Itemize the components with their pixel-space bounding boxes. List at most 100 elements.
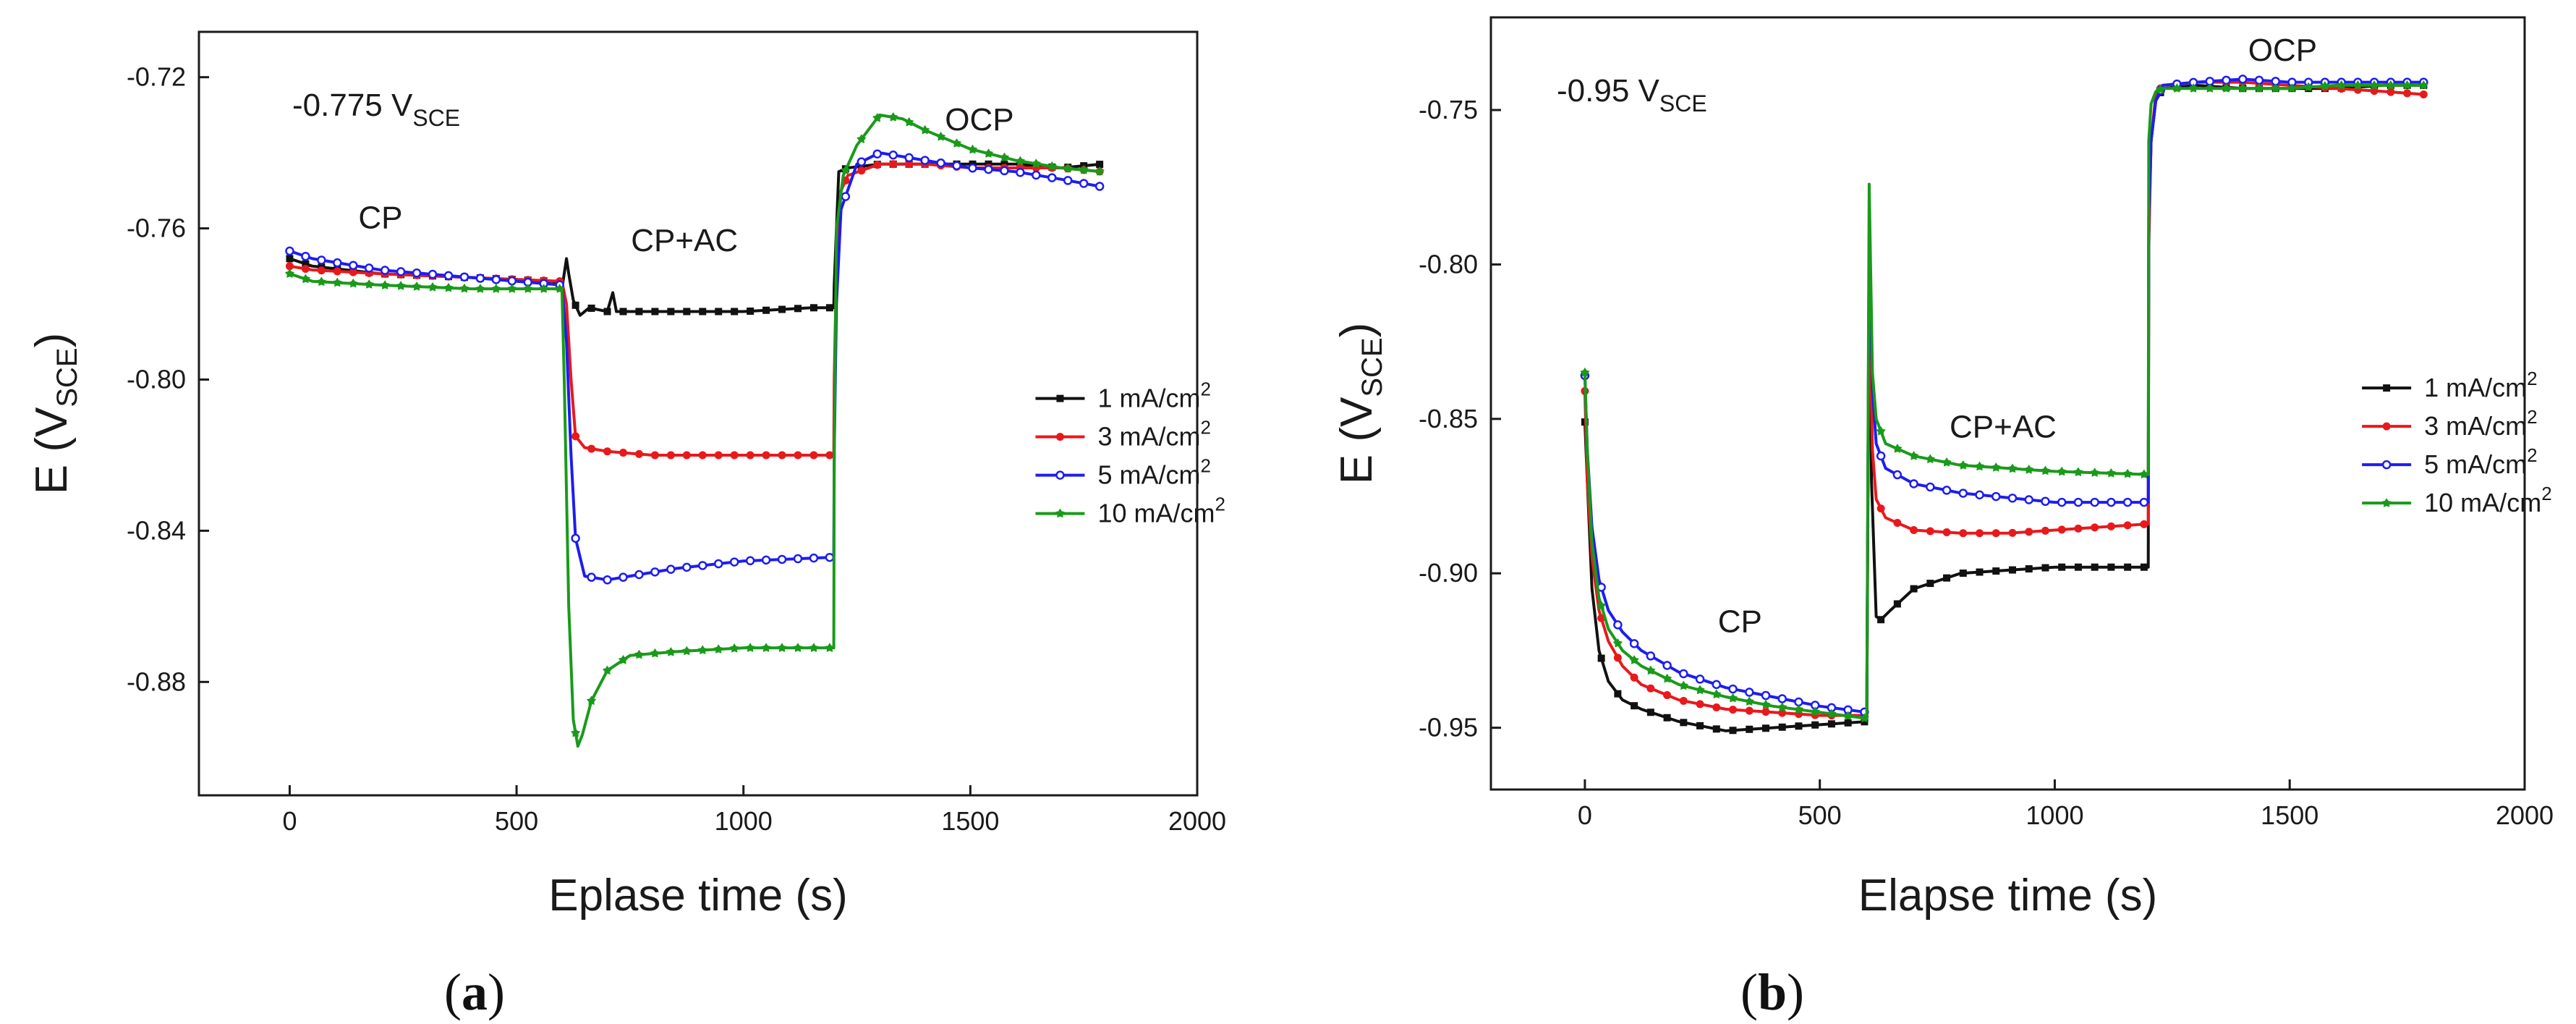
data-point [666, 451, 675, 460]
data-point [713, 559, 723, 569]
data-point [2024, 495, 2033, 504]
data-point [443, 271, 454, 281]
data-point [1909, 479, 1918, 488]
data-point [443, 282, 454, 292]
data-point [1777, 694, 1787, 703]
data-point [809, 451, 818, 460]
data-point [2238, 75, 2248, 84]
data-point [301, 251, 310, 261]
data-point [1079, 164, 1089, 174]
data-point [2091, 563, 2099, 571]
data-point [2057, 525, 2066, 534]
data-point [793, 554, 803, 564]
data-point [809, 304, 817, 312]
data-point [681, 646, 692, 656]
condition-label-sub: SCE [412, 105, 460, 131]
data-point [1761, 699, 1771, 709]
data-point [682, 562, 692, 572]
data-point [349, 268, 357, 276]
y-axis-title-base: E (V [1332, 397, 1382, 484]
data-point [1761, 690, 1771, 701]
series-s3 [1581, 78, 2428, 720]
data-point [809, 553, 819, 563]
data-point [935, 131, 946, 141]
data-point [2124, 563, 2132, 571]
data-point [523, 284, 533, 293]
data-point [507, 276, 517, 286]
data-point [2139, 469, 2149, 479]
data-point [507, 284, 517, 293]
y-tick-label: -0.76 [127, 213, 186, 243]
legend-entry-label: 1 mA/cm [1097, 384, 1200, 413]
data-point [380, 266, 390, 275]
x-tick-label: 1000 [2025, 800, 2083, 830]
data-point [2008, 566, 2016, 574]
data-point [1777, 702, 1788, 712]
y-axis-title-sub: SCE [1356, 337, 1388, 397]
data-point [1926, 527, 1934, 536]
data-point [889, 160, 898, 169]
data-point [1859, 713, 1869, 723]
condition-label: -0.775 VSCE [292, 88, 460, 131]
data-point [396, 281, 406, 290]
data-point [2057, 466, 2067, 476]
data-point [2122, 497, 2133, 507]
data-point [729, 557, 739, 567]
data-point [1892, 470, 1903, 480]
data-point [1000, 166, 1009, 176]
data-point [2303, 82, 2313, 92]
data-point [2058, 563, 2066, 571]
data-point [1876, 426, 1886, 436]
data-point [2107, 497, 2116, 507]
legend-entry-exponent: 2 [2527, 368, 2537, 389]
series-line [1583, 83, 2426, 720]
data-point [2057, 497, 2067, 507]
series-line [289, 151, 1102, 582]
data-point [650, 648, 660, 658]
data-point [936, 158, 945, 168]
data-point [2122, 468, 2133, 478]
data-point [2090, 497, 2099, 507]
data-point [2254, 83, 2264, 93]
data-point [2419, 90, 2428, 98]
data-point [697, 645, 707, 655]
data-point [667, 308, 675, 316]
data-point [1908, 451, 1919, 460]
data-point [1712, 703, 1721, 711]
data-point [1662, 661, 1672, 670]
data-point [904, 117, 914, 127]
data-point [2025, 565, 2033, 573]
region-annotation: OCP [2248, 33, 2317, 68]
data-point [1613, 620, 1623, 630]
data-point [491, 284, 501, 293]
data-point [571, 727, 581, 737]
data-point [1876, 504, 1885, 513]
legend-swatch-marker [2382, 422, 2391, 431]
y-axis-title-base: E (V [27, 407, 77, 494]
legend-entry-exponent: 2 [1215, 494, 1225, 515]
data-point [920, 124, 930, 135]
data-point [1910, 585, 1918, 593]
data-point [302, 260, 310, 268]
data-point [1744, 696, 1754, 706]
legend-entry: 3 mA/cm2 [2424, 406, 2537, 441]
legend-entry-exponent: 2 [1200, 455, 1210, 477]
data-point [1925, 454, 1935, 464]
data-point [650, 451, 659, 460]
data-point [364, 279, 374, 289]
x-tick-label: 1500 [2261, 800, 2318, 830]
data-point [778, 305, 786, 313]
data-point [619, 308, 627, 316]
data-point [2155, 84, 2166, 94]
data-point [745, 643, 755, 652]
data-point [317, 266, 326, 275]
x-tick-label: 0 [282, 806, 297, 836]
data-point [762, 451, 770, 460]
data-point [1613, 653, 1622, 662]
data-point [1942, 528, 1951, 536]
series-line [289, 113, 1102, 748]
data-point [2418, 80, 2428, 90]
data-point [1712, 725, 1720, 733]
legend-swatch-marker [2381, 498, 2392, 507]
